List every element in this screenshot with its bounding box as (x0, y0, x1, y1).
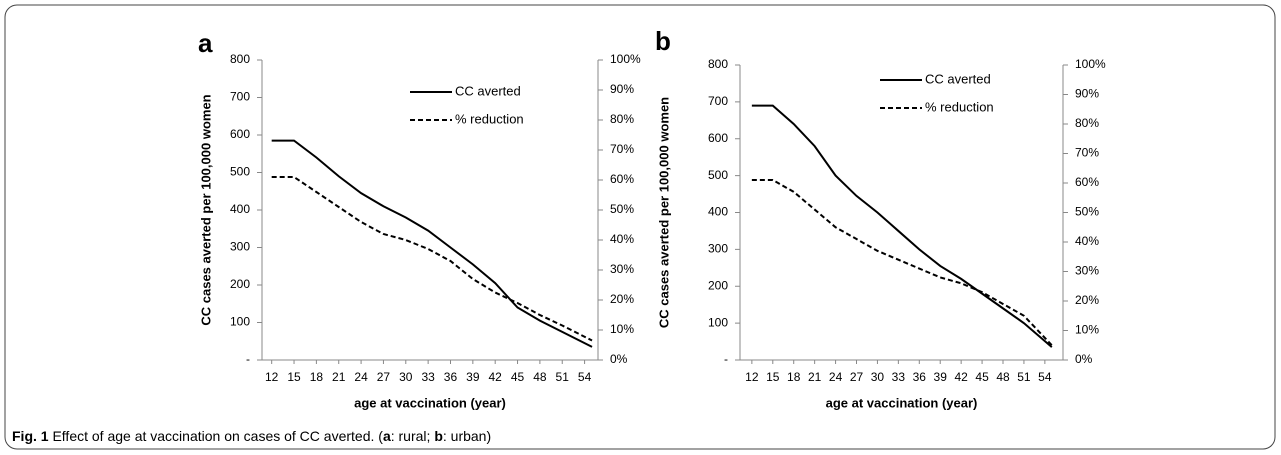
x-tick-label: 36 (444, 370, 458, 384)
x-tick-label: 27 (850, 370, 864, 384)
y2-tick-label: 0% (1075, 352, 1093, 366)
y-tick-label: 700 (230, 90, 250, 104)
y-tick-label: 400 (708, 205, 728, 219)
caption-part: b (434, 428, 443, 444)
x-tick-label: 12 (745, 370, 759, 384)
y-axis-title: CC cases averted per 100,000 women (656, 97, 671, 328)
caption-part: : rural; (391, 428, 435, 444)
y2-tick-label: 90% (1075, 87, 1099, 101)
y-tick-label: 200 (708, 278, 728, 292)
x-tick-label: 24 (829, 370, 843, 384)
caption-part: a (383, 428, 391, 444)
series-line (751, 179, 1053, 346)
y2-tick-label: 30% (1075, 264, 1099, 278)
x-tick-label: 51 (556, 370, 570, 384)
x-tick-label: 33 (892, 370, 906, 384)
y-tick-label: 300 (708, 242, 728, 256)
x-tick-label: 45 (511, 370, 525, 384)
y-tick-label: 600 (708, 131, 728, 145)
x-tick-label: 15 (287, 370, 301, 384)
x-tick-label: 33 (421, 370, 435, 384)
panel-label: b (655, 26, 671, 56)
x-tick-label: 51 (1017, 370, 1031, 384)
chart: - 100 200 300 400 500 600 700 800 0% 10% 20% 30% 40% 5… (655, 26, 1106, 411)
y-tick-label: 800 (708, 57, 728, 71)
legend-label: % reduction (925, 99, 994, 114)
x-axis-title: age at vaccination (year) (354, 395, 506, 410)
y2-tick-label: 50% (610, 202, 634, 216)
x-tick-label: 30 (399, 370, 413, 384)
x-tick-label: 48 (533, 370, 547, 384)
y2-tick-label: 80% (610, 112, 634, 126)
y-tick-label: 200 (230, 277, 250, 291)
caption-part: Effect of age at vaccination on cases of… (49, 428, 384, 444)
series-line (271, 176, 593, 342)
y-axis-title: CC cases averted per 100,000 women (198, 94, 213, 325)
x-tick-label: 30 (871, 370, 885, 384)
y2-tick-label: 40% (1075, 234, 1099, 248)
x-axis-title: age at vaccination (year) (826, 395, 978, 410)
x-tick-label: 39 (466, 370, 480, 384)
y2-tick-label: 70% (610, 142, 634, 156)
panel-label: a (198, 28, 213, 58)
x-tick-label: 39 (934, 370, 948, 384)
caption-part: Fig. 1 (12, 428, 49, 444)
x-tick-label: 12 (265, 370, 279, 384)
y2-tick-label: 20% (610, 292, 634, 306)
y-tick-label: 500 (230, 165, 250, 179)
y2-tick-label: 60% (1075, 175, 1099, 189)
legend-label: % reduction (455, 111, 524, 126)
y2-tick-label: 40% (610, 232, 634, 246)
x-tick-label: 48 (996, 370, 1010, 384)
x-tick-label: 18 (310, 370, 324, 384)
y2-tick-label: 70% (1075, 146, 1099, 160)
y2-tick-label: 100% (610, 52, 641, 66)
x-tick-label: 24 (354, 370, 368, 384)
x-tick-label: 36 (913, 370, 927, 384)
x-tick-label: 21 (808, 370, 822, 384)
y-tick-label: 100 (230, 315, 250, 329)
x-tick-label: 27 (377, 370, 391, 384)
x-tick-label: 54 (1038, 370, 1052, 384)
y2-tick-label: 10% (1075, 323, 1099, 337)
series-line (271, 139, 593, 348)
y-tick-label: 300 (230, 240, 250, 254)
x-tick-label: 18 (787, 370, 801, 384)
frame (4, 4, 1276, 450)
x-tick-label: 21 (332, 370, 346, 384)
x-tick-label: 42 (489, 370, 503, 384)
y-tick-label: - (246, 352, 250, 366)
y-tick-label: 500 (708, 168, 728, 182)
y2-tick-label: 30% (610, 262, 634, 276)
legend-label: CC averted (455, 83, 521, 98)
caption-part: : urban) (443, 428, 491, 444)
x-tick-label: 45 (975, 370, 989, 384)
y-tick-label: 400 (230, 202, 250, 216)
y-tick-label: 800 (230, 52, 250, 66)
x-tick-label: 42 (954, 370, 968, 384)
y2-tick-label: 10% (610, 322, 634, 336)
y-tick-label: - (724, 352, 728, 366)
y2-tick-label: 0% (610, 352, 628, 366)
y2-tick-label: 50% (1075, 205, 1099, 219)
series-line (751, 104, 1053, 348)
legend-label: CC averted (925, 71, 991, 86)
x-tick-label: 54 (578, 370, 592, 384)
x-tick-label: 15 (766, 370, 780, 384)
caption: Fig. 1 Effect of age at vaccination on c… (12, 428, 491, 444)
chart: - 100 200 300 400 500 600 700 800 0% 10% 20% 30% 40% 5… (198, 28, 641, 411)
y-tick-label: 100 (708, 315, 728, 329)
y2-tick-label: 60% (610, 172, 634, 186)
y2-tick-label: 80% (1075, 116, 1099, 130)
y-tick-label: 600 (230, 127, 250, 141)
y2-tick-label: 100% (1075, 57, 1106, 71)
y-tick-label: 700 (708, 94, 728, 108)
y2-tick-label: 20% (1075, 293, 1099, 307)
y2-tick-label: 90% (610, 82, 634, 96)
